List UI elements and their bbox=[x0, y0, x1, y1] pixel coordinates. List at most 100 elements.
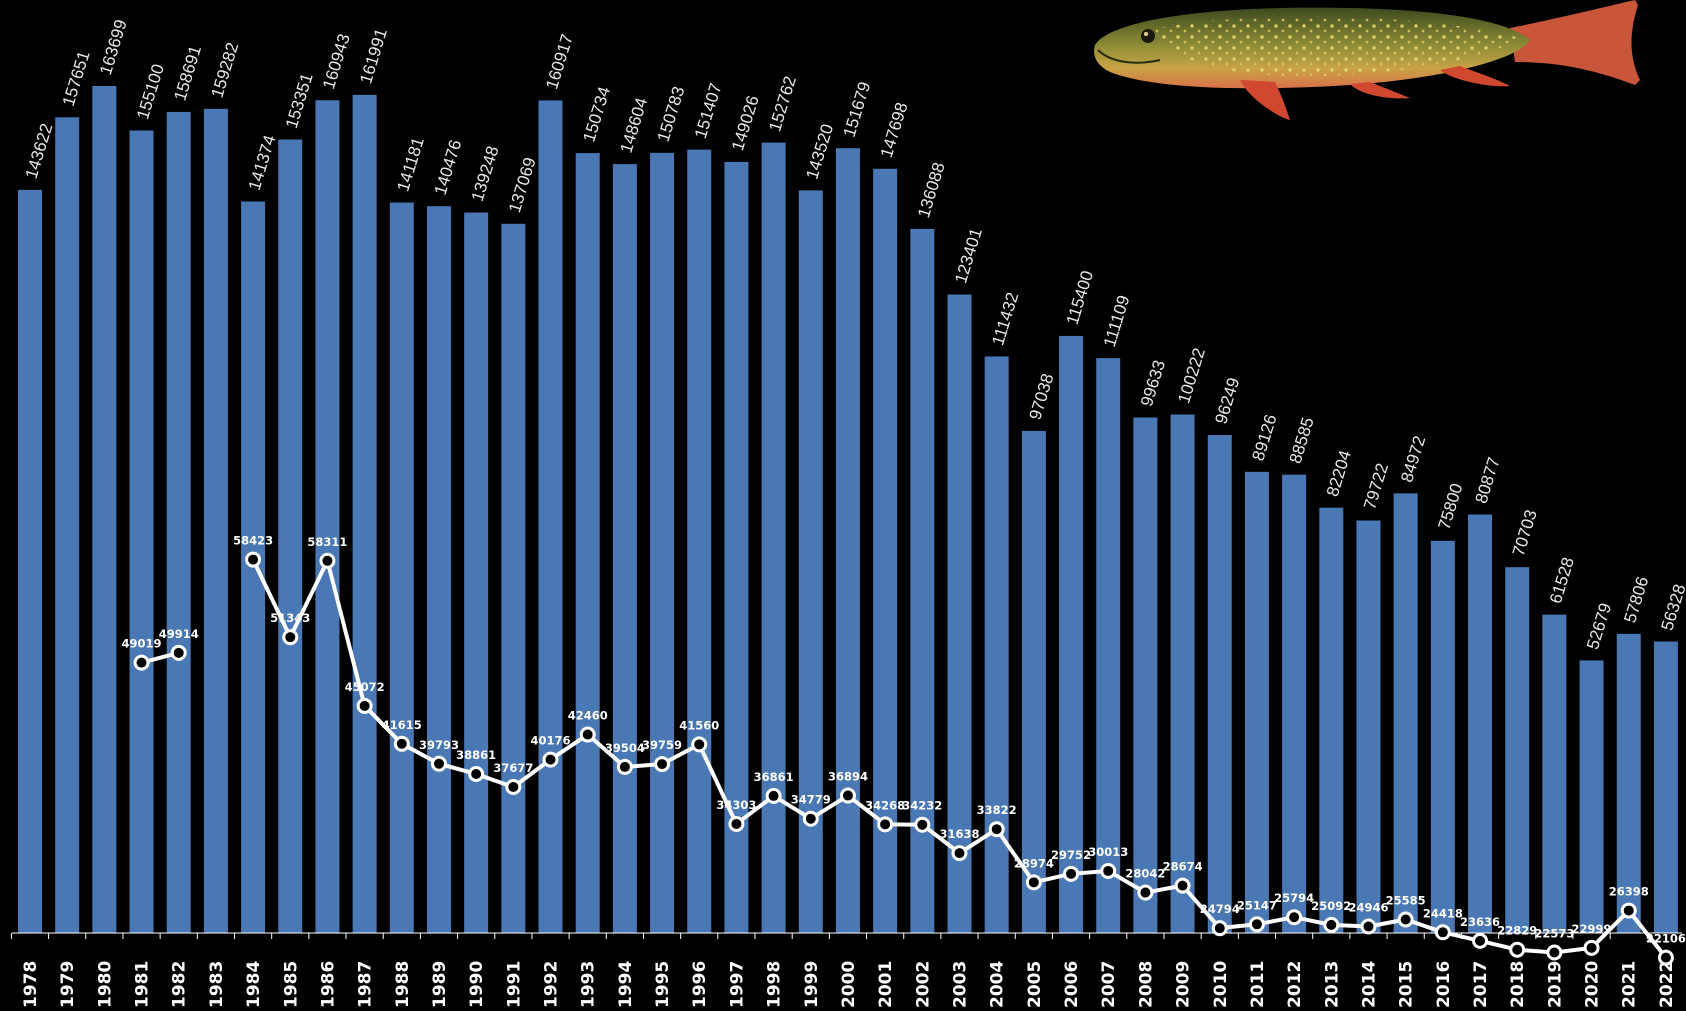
bar bbox=[1505, 567, 1530, 933]
line-point bbox=[839, 787, 856, 804]
bar bbox=[910, 228, 935, 933]
bar-value-label: 139248 bbox=[468, 144, 503, 204]
bar-value-label: 115400 bbox=[1063, 268, 1097, 327]
bar bbox=[1207, 434, 1232, 933]
x-tick-label: 2001 bbox=[876, 961, 896, 1008]
x-tick-label: 2020 bbox=[1583, 961, 1603, 1008]
x-tick-label: 1986 bbox=[318, 961, 338, 1008]
line-value-label: 25585 bbox=[1386, 893, 1426, 907]
line-value-label: 22106 bbox=[1646, 932, 1686, 946]
line-point bbox=[1100, 862, 1117, 879]
x-tick-labels: 1978 1979 1980 1981 1982 1983 1984 1985 1986 1987… bbox=[21, 961, 1677, 1008]
line-point bbox=[988, 821, 1005, 838]
x-tick-label: 1997 bbox=[727, 961, 747, 1008]
line-value-label: 25147 bbox=[1237, 898, 1277, 912]
bar-value-label: 75800 bbox=[1434, 481, 1466, 532]
line-value-label: 24418 bbox=[1423, 906, 1463, 920]
bar-value-label: 155100 bbox=[133, 62, 168, 122]
line-value-label: 58311 bbox=[307, 535, 347, 549]
line-value-label: 24794 bbox=[1200, 902, 1240, 916]
bar-value-label: 143520 bbox=[802, 122, 837, 182]
x-tick-label: 1990 bbox=[467, 961, 487, 1008]
line-point bbox=[1360, 918, 1377, 935]
x-tick-marks bbox=[10, 933, 1648, 939]
bar bbox=[538, 100, 563, 934]
bar bbox=[18, 189, 42, 934]
x-tick-label: 1981 bbox=[133, 961, 153, 1008]
line-point bbox=[765, 787, 782, 804]
bar-value-label: 143622 bbox=[22, 121, 57, 181]
bar bbox=[984, 356, 1009, 933]
line-value-label: 34303 bbox=[716, 798, 756, 812]
line-point bbox=[1211, 920, 1228, 937]
line-value-label: 58423 bbox=[233, 534, 273, 548]
bar bbox=[55, 117, 80, 933]
line-point bbox=[133, 654, 150, 671]
line-point bbox=[1434, 924, 1451, 941]
bar bbox=[1244, 471, 1269, 933]
bar-value-label: 141181 bbox=[393, 135, 427, 194]
line-value-label: 36894 bbox=[828, 770, 868, 784]
x-tick-label: 1988 bbox=[393, 961, 413, 1008]
bar-value-label: 148604 bbox=[617, 95, 652, 155]
x-tick-label: 2019 bbox=[1545, 961, 1565, 1008]
line-value-label: 39759 bbox=[642, 738, 682, 752]
x-tick-label: 2016 bbox=[1434, 961, 1454, 1008]
x-tick-label: 2009 bbox=[1174, 961, 1194, 1008]
line-value-label: 28674 bbox=[1163, 860, 1203, 874]
x-tick-label: 1993 bbox=[579, 961, 599, 1008]
line-value-label: 37677 bbox=[493, 761, 533, 775]
bar bbox=[1653, 641, 1678, 933]
bar bbox=[612, 164, 637, 933]
bar-value-label: 151679 bbox=[840, 80, 875, 140]
line-point bbox=[1546, 944, 1563, 961]
line-point bbox=[1174, 877, 1191, 894]
bar bbox=[352, 94, 377, 934]
line-point bbox=[170, 644, 187, 661]
bar bbox=[426, 206, 451, 934]
line-point bbox=[282, 629, 299, 646]
x-tick-label: 2017 bbox=[1471, 961, 1491, 1008]
x-tick-label: 2003 bbox=[951, 961, 971, 1008]
bar bbox=[1021, 430, 1046, 933]
x-tick-label: 1979 bbox=[58, 961, 78, 1008]
line-point bbox=[914, 816, 931, 833]
bar-value-label: 141374 bbox=[245, 133, 280, 193]
line-value-label: 25794 bbox=[1274, 891, 1314, 905]
bar bbox=[1059, 335, 1084, 933]
x-tick-label: 2006 bbox=[1062, 961, 1082, 1008]
brook-trout-fish-image bbox=[1094, 0, 1640, 120]
bar-value-label: 57806 bbox=[1620, 574, 1652, 625]
x-tick-label: 1983 bbox=[207, 961, 227, 1008]
x-tick-label: 1978 bbox=[21, 961, 41, 1008]
line-point bbox=[1286, 909, 1303, 926]
bar-value-label: 100222 bbox=[1174, 346, 1209, 406]
bar-value-label: 70703 bbox=[1509, 508, 1541, 559]
line-point bbox=[1248, 916, 1265, 933]
bar bbox=[761, 142, 786, 933]
line-value-label: 23636 bbox=[1460, 915, 1500, 929]
bar bbox=[1393, 493, 1418, 933]
line-point bbox=[1657, 949, 1674, 966]
bar bbox=[575, 153, 600, 934]
line-point bbox=[691, 736, 708, 753]
line-point bbox=[1583, 939, 1600, 956]
bar bbox=[501, 223, 526, 933]
bar-value-label: 153351 bbox=[282, 71, 317, 131]
line-value-label: 25092 bbox=[1311, 899, 1351, 913]
bar bbox=[1468, 514, 1493, 933]
x-tick-label: 1995 bbox=[653, 961, 673, 1008]
x-tick-label: 1982 bbox=[170, 961, 190, 1008]
bar-value-label: 99633 bbox=[1137, 358, 1169, 409]
bar-value-label: 160917 bbox=[542, 32, 577, 92]
x-tick-label: 2018 bbox=[1508, 961, 1528, 1008]
bar-value-label: 88585 bbox=[1286, 415, 1318, 466]
bar bbox=[1430, 540, 1455, 933]
line-point bbox=[579, 726, 596, 743]
line-point bbox=[1620, 902, 1637, 919]
x-tick-label: 2022 bbox=[1657, 961, 1677, 1008]
line-point bbox=[468, 765, 485, 782]
line-value-label: 49019 bbox=[122, 637, 162, 651]
line-value-label: 28974 bbox=[1014, 856, 1054, 870]
bar bbox=[687, 149, 712, 934]
